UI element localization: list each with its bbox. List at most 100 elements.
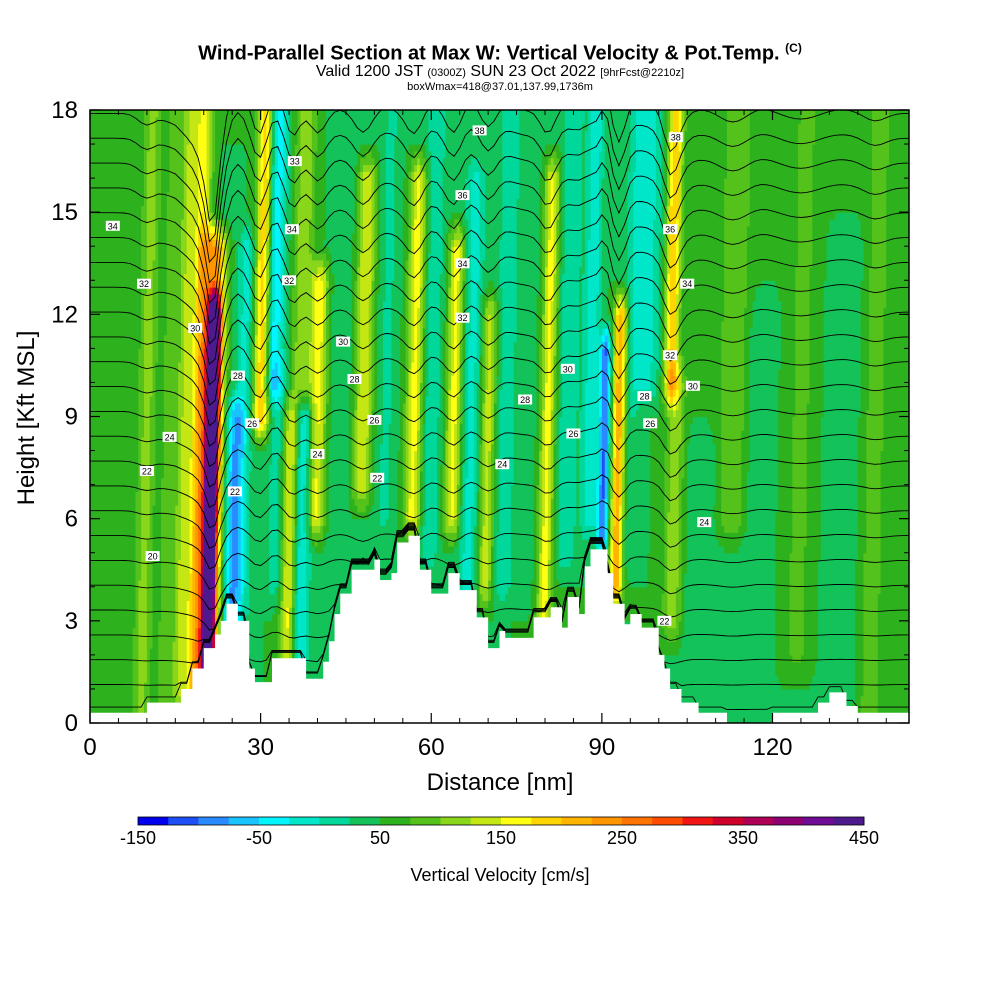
contour-label-text: 32 bbox=[457, 313, 467, 323]
velocity-cell bbox=[678, 355, 683, 370]
contour-label-bg bbox=[137, 278, 151, 289]
contour-label-bg bbox=[367, 414, 382, 425]
velocity-cell bbox=[454, 232, 458, 241]
velocity-cell bbox=[547, 559, 552, 629]
velocity-cell bbox=[758, 287, 762, 723]
theta-contour-line bbox=[90, 370, 909, 447]
velocity-cell bbox=[542, 314, 546, 411]
contour-label-text: 38 bbox=[475, 126, 485, 136]
velocity-cell bbox=[280, 450, 284, 540]
velocity-cell bbox=[849, 110, 853, 213]
velocity-cell bbox=[269, 409, 273, 424]
velocity-cell bbox=[522, 110, 526, 622]
velocity-cell bbox=[357, 171, 361, 268]
velocity-cell bbox=[601, 110, 606, 179]
velocity-cell bbox=[132, 110, 137, 629]
velocity-cell bbox=[667, 368, 671, 390]
velocity-cell bbox=[237, 416, 242, 445]
velocity-cell bbox=[232, 273, 236, 390]
velocity-cell bbox=[476, 157, 481, 172]
velocity-cell bbox=[377, 150, 381, 295]
velocity-cell bbox=[232, 389, 236, 397]
velocity-cell bbox=[485, 600, 489, 608]
velocity-cell bbox=[451, 110, 455, 213]
velocity-cell bbox=[419, 287, 424, 384]
velocity-cell bbox=[752, 300, 757, 723]
contour-label-bg bbox=[455, 258, 470, 269]
velocity-cell bbox=[749, 327, 754, 723]
velocity-cell bbox=[220, 293, 225, 309]
velocity-cell bbox=[212, 239, 216, 247]
velocity-cell bbox=[456, 525, 461, 540]
velocity-cell bbox=[200, 341, 205, 431]
velocity-cell bbox=[422, 327, 427, 424]
velocity-cell bbox=[269, 389, 273, 404]
velocity-cell bbox=[226, 409, 230, 465]
velocity-cell bbox=[229, 110, 233, 145]
velocity-cell bbox=[607, 321, 611, 329]
velocity-cell bbox=[630, 416, 634, 588]
velocity-cell bbox=[795, 110, 799, 268]
velocity-cell bbox=[454, 539, 458, 547]
velocity-cell bbox=[408, 144, 412, 172]
velocity-cell bbox=[655, 368, 660, 418]
velocity-cell bbox=[604, 327, 609, 336]
velocity-cell bbox=[189, 110, 193, 458]
colorbar-label: 250 bbox=[607, 828, 637, 848]
velocity-cell bbox=[604, 450, 609, 499]
velocity-cell bbox=[269, 246, 273, 302]
contour-label-bg bbox=[472, 125, 487, 136]
velocity-cell bbox=[593, 110, 597, 527]
velocity-cell bbox=[286, 430, 290, 608]
velocity-cell bbox=[846, 212, 850, 723]
velocity-cell bbox=[482, 293, 486, 315]
velocity-cell bbox=[314, 253, 319, 261]
velocity-cell bbox=[451, 545, 455, 554]
velocity-cell bbox=[621, 348, 626, 418]
contour-label-text: 38 bbox=[671, 133, 681, 143]
velocity-cell bbox=[229, 402, 233, 418]
contour-label-bg bbox=[668, 132, 683, 143]
velocity-cell bbox=[371, 157, 375, 166]
velocity-cell bbox=[311, 545, 316, 690]
colorbar-label: -50 bbox=[246, 828, 272, 848]
velocity-cell bbox=[527, 110, 532, 615]
theta-contour-line bbox=[90, 525, 909, 631]
velocity-cell bbox=[360, 498, 364, 513]
y-tick-label: 15 bbox=[51, 199, 78, 226]
velocity-cell bbox=[266, 396, 270, 411]
velocity-cell bbox=[593, 525, 597, 547]
velocity-cell bbox=[471, 157, 475, 179]
velocity-cell bbox=[599, 334, 603, 349]
velocity-cell bbox=[422, 239, 427, 329]
velocity-cell bbox=[806, 402, 811, 690]
velocity-cell bbox=[741, 430, 745, 540]
velocity-cell bbox=[553, 164, 557, 172]
velocity-cell bbox=[405, 259, 410, 397]
theta-contour-label: 30 bbox=[685, 380, 700, 391]
velocity-cell bbox=[550, 144, 555, 152]
velocity-cell bbox=[599, 348, 603, 418]
velocity-cell bbox=[630, 110, 634, 418]
velocity-cell bbox=[203, 239, 208, 288]
velocity-cell bbox=[488, 600, 492, 622]
velocity-cell bbox=[112, 110, 117, 723]
velocity-cell bbox=[647, 110, 651, 390]
contour-label-text: 33 bbox=[290, 157, 300, 167]
velocity-cell bbox=[237, 396, 242, 404]
contour-label-text: 32 bbox=[665, 351, 675, 361]
velocity-cell bbox=[482, 607, 486, 622]
velocity-cell bbox=[490, 545, 495, 622]
velocity-cell bbox=[707, 423, 711, 723]
velocity-cell bbox=[627, 287, 631, 309]
velocity-cell bbox=[203, 218, 208, 234]
velocity-cell bbox=[690, 110, 694, 424]
velocity-cell bbox=[584, 110, 589, 132]
velocity-cell bbox=[485, 287, 489, 302]
velocity-cell bbox=[237, 110, 242, 145]
velocity-cell bbox=[471, 178, 475, 506]
contour-label-text: 36 bbox=[457, 191, 467, 201]
velocity-cell bbox=[215, 559, 219, 581]
velocity-cell bbox=[360, 144, 364, 159]
velocity-cell bbox=[363, 157, 367, 166]
